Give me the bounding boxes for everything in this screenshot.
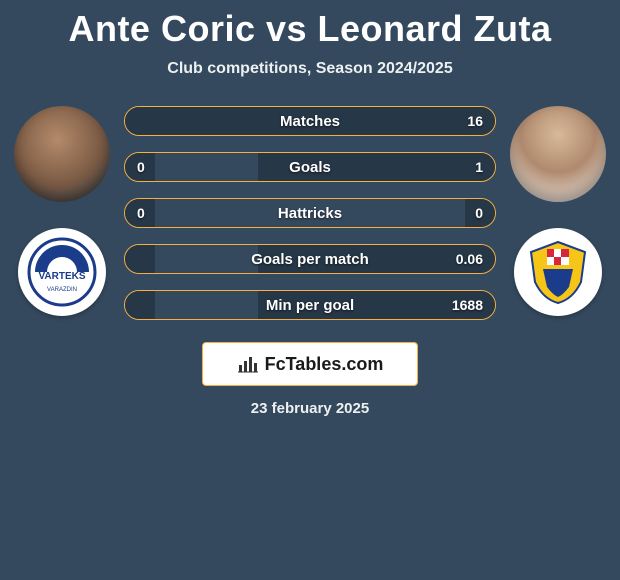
content-row: VARTEKS VARAZDIN 16 Matches 0 1 Goals 0 0 Hattr… [0,106,620,320]
svg-text:VARTEKS: VARTEKS [38,271,85,282]
stat-value-right: 1688 [452,297,483,313]
right-side [508,106,608,316]
stat-value-right: 1 [475,159,483,175]
brand-box[interactable]: FcTables.com [202,342,418,386]
club-logo-sibenik-icon [523,237,593,307]
page-title: Ante Coric vs Leonard Zuta [0,0,620,50]
stat-bar: 1688 Min per goal [124,290,496,320]
stat-bars: 16 Matches 0 1 Goals 0 0 Hattricks 0.06 Goals per… [124,106,496,320]
stat-value-right: 16 [467,113,483,129]
stat-bar: 0 1 Goals [124,152,496,182]
bar-chart-icon [237,353,259,375]
stat-value-left: 0 [137,159,145,175]
stat-fill-left [125,107,162,135]
left-side: VARTEKS VARAZDIN [12,106,112,316]
stat-label: Matches [280,113,340,130]
stat-label: Min per goal [266,297,354,314]
stat-value-right: 0.06 [456,251,483,267]
stat-value-right: 0 [475,205,483,221]
page-subtitle: Club competitions, Season 2024/2025 [0,60,620,78]
player-right-club-logo [514,228,602,316]
player-right-avatar [510,106,606,202]
stat-bar: 16 Matches [124,106,496,136]
comparison-card: Ante Coric vs Leonard Zuta Club competit… [0,0,620,580]
stat-bar: 0 0 Hattricks [124,198,496,228]
stat-fill-left [125,245,155,273]
stat-label: Goals per match [251,251,369,268]
club-logo-varteks-icon: VARTEKS VARAZDIN [27,237,97,307]
date-text: 23 february 2025 [0,400,620,417]
player-left-club-logo: VARTEKS VARAZDIN [18,228,106,316]
player-left-avatar [14,106,110,202]
svg-text:VARAZDIN: VARAZDIN [47,287,77,293]
stat-label: Hattricks [278,205,342,222]
brand-text: FcTables.com [265,354,384,375]
stat-bar: 0.06 Goals per match [124,244,496,274]
stat-label: Goals [289,159,331,176]
stat-value-left: 0 [137,205,145,221]
stat-fill-left [125,291,155,319]
